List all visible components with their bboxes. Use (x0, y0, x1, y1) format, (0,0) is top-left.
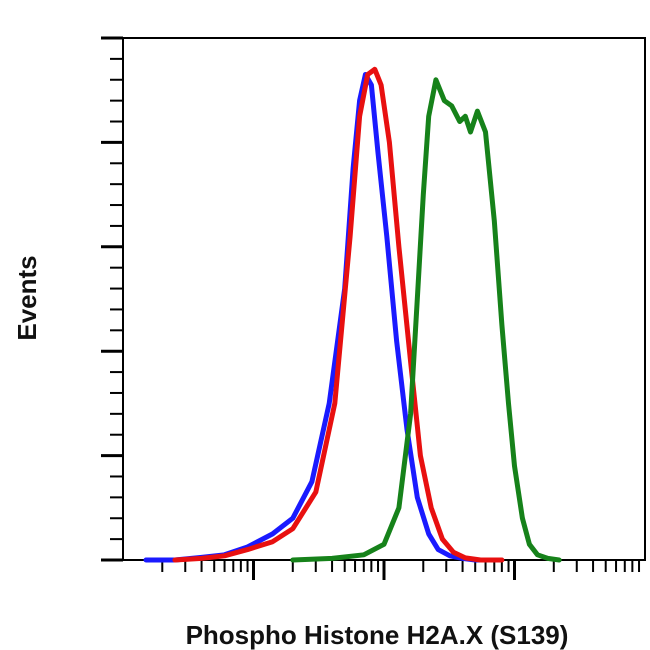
series-line-2 (172, 66, 505, 563)
series-line-3 (290, 77, 562, 563)
y-axis-ticks (101, 36, 123, 562)
plot-area (122, 37, 646, 561)
x-axis-label: Phospho Histone H2A.X (S139) (186, 620, 569, 650)
series-layer (143, 66, 562, 563)
y-axis-label: Events (12, 255, 42, 340)
x-axis-ticks (161, 560, 641, 580)
